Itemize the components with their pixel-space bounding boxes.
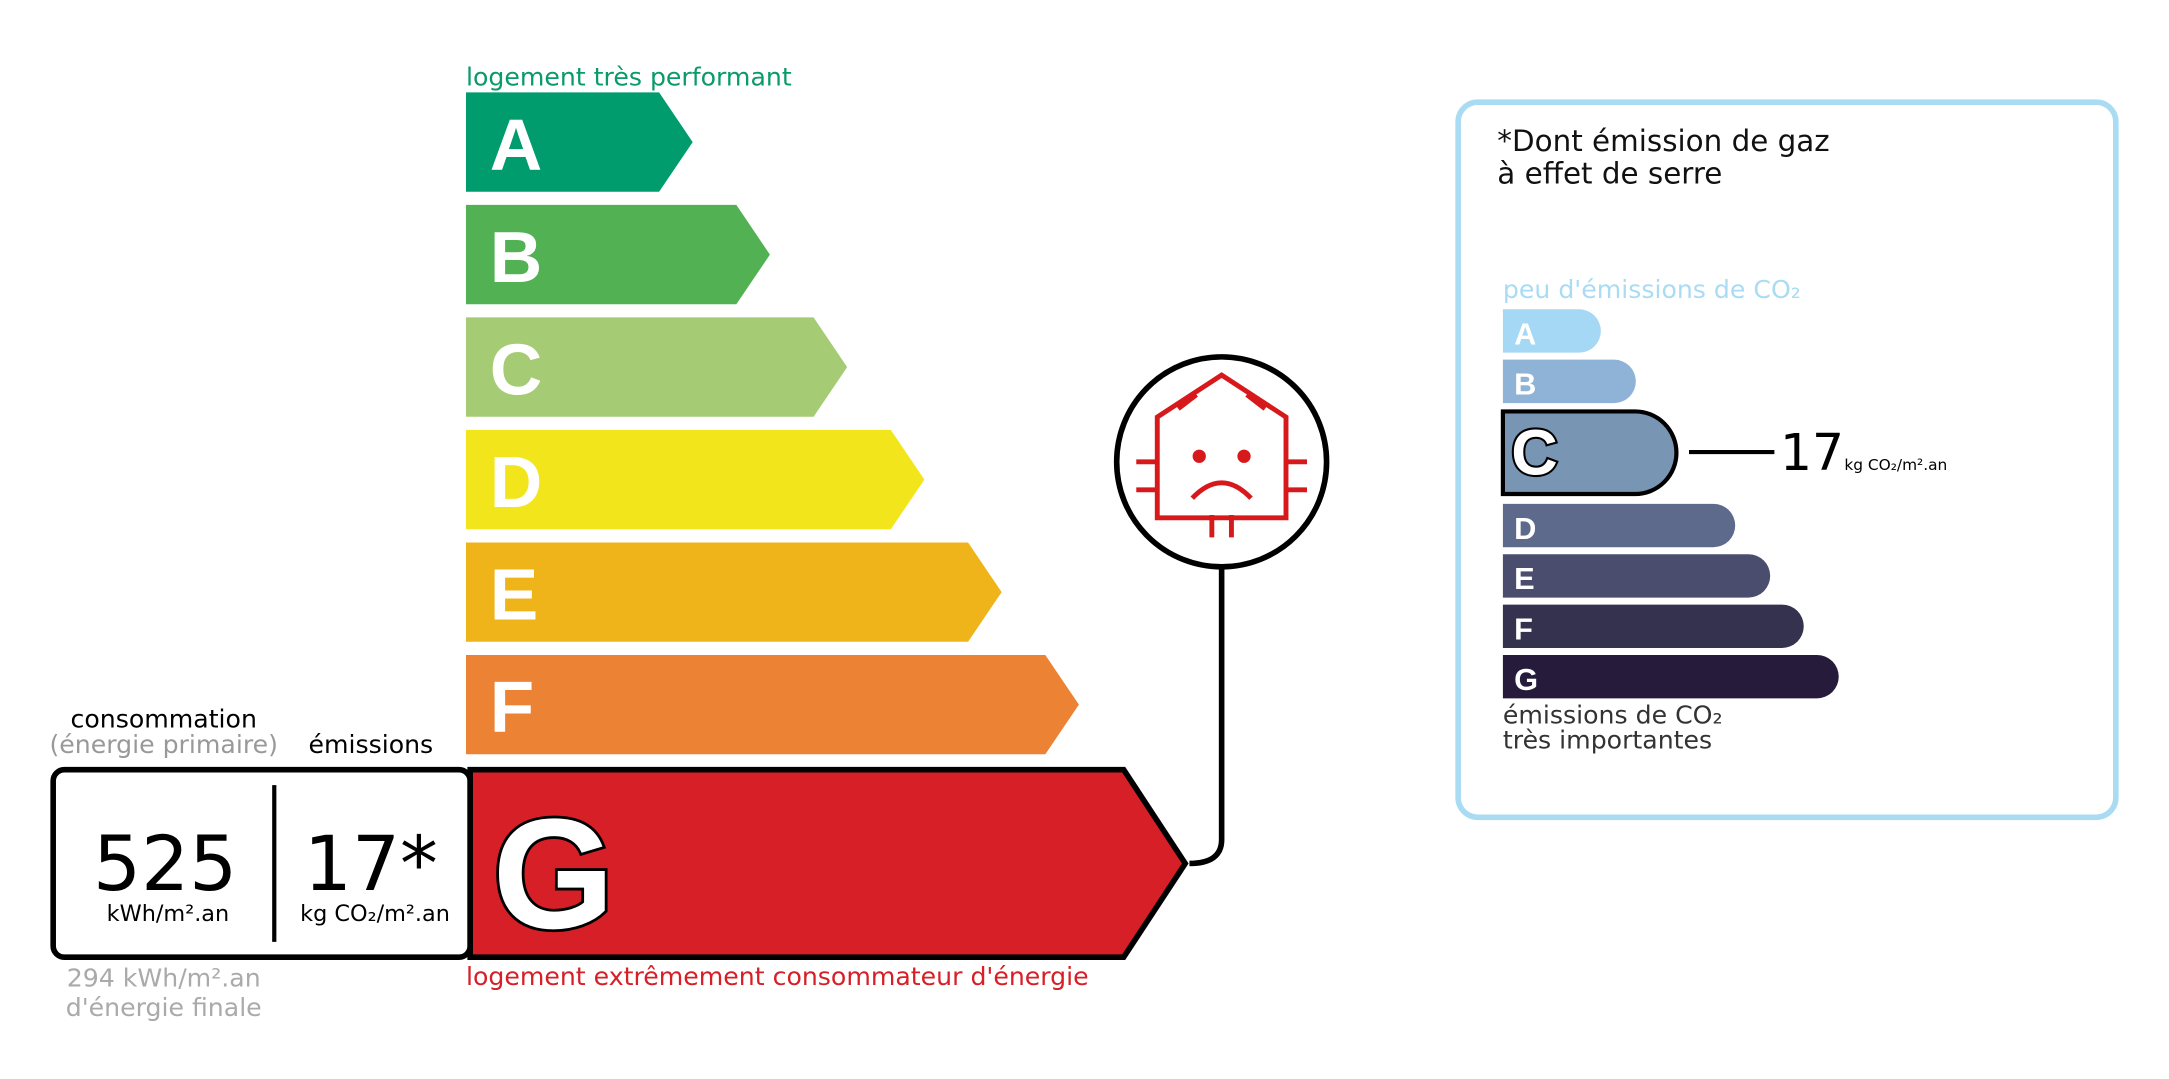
top-label: logement très performant	[466, 62, 792, 91]
energy-class-letter: D	[490, 442, 543, 523]
ghg-bottom-label: émissions de CO₂	[1503, 701, 1723, 730]
ghg-value: 17	[1780, 423, 1844, 482]
emissions-value: 17*	[304, 820, 438, 908]
ghg-class-bar	[1502, 359, 1636, 404]
final-energy-label: d'énergie finale	[66, 993, 262, 1022]
energy-class-letter: A	[490, 104, 543, 185]
ghg-class-letter: F	[1514, 612, 1533, 647]
ghg-unit: kg CO₂/m².an	[1844, 456, 1947, 474]
ghg-class-bar	[1502, 604, 1804, 648]
consumption-heading: consommation	[71, 705, 257, 734]
ghg-title: *Dont émission de gaz	[1497, 124, 1829, 158]
ghg-class-letter: B	[1514, 367, 1536, 402]
consumption-unit: kWh/m².an	[107, 901, 230, 927]
connector	[1189, 566, 1225, 867]
emissions-heading: émissions	[308, 730, 433, 759]
ghg-class-bar	[1502, 554, 1771, 598]
emissions-unit: kg CO₂/m².an	[300, 901, 450, 927]
ghg-class-bar	[1502, 654, 1839, 699]
energy-class-bar	[465, 204, 770, 305]
ghg-title: à effet de serre	[1497, 156, 1722, 190]
consumption-value: 525	[93, 820, 237, 908]
energy-class-bar	[465, 317, 848, 417]
energy-class-bar	[465, 542, 1002, 642]
ghg-class-letter: G	[1514, 662, 1538, 697]
ghg-class-bar	[1500, 409, 1679, 497]
energy-class-letter: F	[490, 667, 534, 748]
energy-class-bar	[465, 429, 925, 530]
ghg-class-bar	[1502, 503, 1736, 548]
energy-class-letter: E	[490, 554, 539, 635]
house-icon	[1136, 372, 1307, 538]
ghg-class-bar	[1502, 309, 1601, 353]
ghg-class-letter: C	[1511, 416, 1557, 488]
consumption-subheading: (énergie primaire)	[49, 730, 277, 759]
ghg-class-letter: A	[1514, 316, 1536, 351]
energy-class-letter: B	[490, 217, 543, 298]
energy-class-letter: C	[490, 329, 543, 410]
ghg-class-letter: E	[1514, 561, 1535, 596]
ghg-class-letter: D	[1514, 511, 1536, 546]
energy-class-bar	[465, 92, 693, 192]
energy-class-bar	[465, 654, 1079, 755]
ghg-top-label: peu d'émissions de CO₂	[1503, 275, 1801, 304]
energy-class-bar-current	[467, 766, 1189, 961]
energy-class-letter-current: G	[493, 787, 615, 962]
ghg-bottom-label: très importantes	[1503, 726, 1712, 755]
final-energy: 294 kWh/m².an	[67, 964, 261, 993]
bottom-label: logement extrêmement consommateur d'éner…	[466, 962, 1089, 991]
